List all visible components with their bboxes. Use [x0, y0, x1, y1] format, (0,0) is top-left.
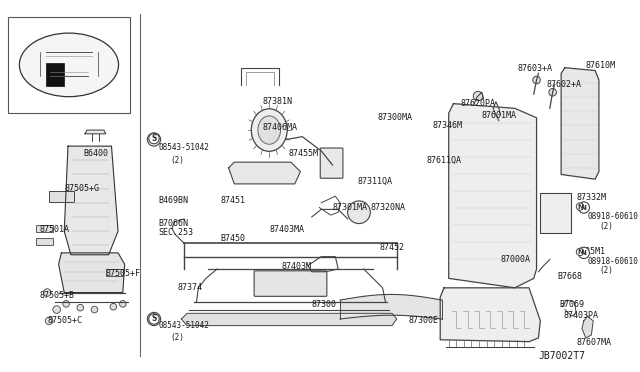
Circle shape: [578, 202, 589, 213]
FancyBboxPatch shape: [320, 148, 343, 178]
Circle shape: [549, 89, 556, 96]
Polygon shape: [181, 313, 397, 326]
Text: 08918-60610: 08918-60610: [588, 257, 639, 266]
FancyBboxPatch shape: [540, 193, 571, 233]
Circle shape: [53, 306, 60, 313]
Text: 87406MA: 87406MA: [262, 122, 298, 132]
Circle shape: [147, 133, 161, 146]
Text: SEC.253: SEC.253: [159, 228, 194, 237]
Circle shape: [147, 312, 161, 326]
Circle shape: [77, 304, 84, 311]
Text: 87611QA: 87611QA: [427, 155, 462, 164]
Text: S: S: [151, 135, 157, 144]
Circle shape: [63, 301, 69, 307]
Text: 87455M: 87455M: [288, 149, 318, 158]
Text: 87300E: 87300E: [408, 316, 438, 325]
Text: B7069: B7069: [559, 300, 584, 309]
Circle shape: [532, 76, 540, 84]
Text: 87505+B: 87505+B: [40, 291, 75, 300]
Text: N: N: [581, 250, 587, 256]
Text: 87332M: 87332M: [576, 193, 606, 202]
Polygon shape: [449, 104, 536, 288]
Text: (2): (2): [600, 266, 614, 275]
Text: B6400: B6400: [83, 149, 108, 158]
Polygon shape: [582, 316, 593, 338]
Polygon shape: [64, 146, 118, 255]
Polygon shape: [59, 253, 125, 292]
Text: 87505+C: 87505+C: [47, 316, 82, 325]
FancyBboxPatch shape: [46, 63, 64, 86]
Text: JB7002T7: JB7002T7: [538, 351, 586, 361]
Text: 87403M: 87403M: [282, 262, 312, 271]
Text: 87403MA: 87403MA: [269, 225, 304, 234]
Ellipse shape: [258, 116, 280, 144]
Text: 87320NA: 87320NA: [371, 203, 405, 212]
Circle shape: [44, 289, 51, 296]
FancyBboxPatch shape: [49, 190, 74, 202]
FancyBboxPatch shape: [8, 17, 131, 113]
Text: (2): (2): [600, 222, 614, 231]
Circle shape: [91, 306, 98, 313]
Text: 87607MA: 87607MA: [576, 338, 611, 347]
Text: B7450: B7450: [220, 234, 245, 243]
Text: 87505+F: 87505+F: [106, 269, 141, 278]
Text: 08918-60610: 08918-60610: [588, 212, 639, 221]
Text: S: S: [151, 314, 157, 324]
Text: (2): (2): [170, 155, 184, 164]
Circle shape: [110, 304, 116, 310]
Polygon shape: [440, 288, 540, 341]
Text: 87300: 87300: [312, 300, 337, 309]
Text: (2): (2): [170, 333, 184, 342]
Text: 87451: 87451: [220, 196, 245, 205]
Text: 87300MA: 87300MA: [378, 113, 413, 122]
Text: 87346M: 87346M: [433, 121, 463, 129]
Ellipse shape: [19, 33, 118, 97]
Circle shape: [45, 317, 53, 325]
Polygon shape: [561, 68, 599, 179]
Text: S: S: [151, 134, 157, 143]
Text: 985M1: 985M1: [581, 247, 606, 256]
FancyBboxPatch shape: [106, 269, 123, 276]
Circle shape: [120, 301, 126, 307]
Text: N: N: [581, 205, 587, 211]
Text: B7668: B7668: [557, 272, 582, 281]
Circle shape: [578, 247, 589, 259]
Polygon shape: [85, 130, 106, 134]
Text: B7066N: B7066N: [159, 219, 189, 228]
Text: 87301MA: 87301MA: [333, 203, 367, 212]
FancyBboxPatch shape: [36, 238, 53, 245]
Text: 87381N: 87381N: [262, 97, 292, 106]
Text: 87501A: 87501A: [40, 225, 70, 234]
FancyBboxPatch shape: [36, 225, 53, 232]
Text: 08543-51042: 08543-51042: [159, 143, 209, 152]
Text: 08543-51042: 08543-51042: [159, 321, 209, 330]
Text: N: N: [577, 249, 583, 255]
Text: 87610M: 87610M: [586, 61, 616, 70]
Text: N: N: [577, 203, 583, 209]
Text: 87403PA: 87403PA: [563, 311, 598, 320]
Text: 87505+G: 87505+G: [64, 184, 99, 193]
Text: 87374: 87374: [177, 283, 203, 292]
Text: B469BN: B469BN: [159, 196, 189, 205]
Text: 87000A: 87000A: [500, 255, 531, 264]
Text: 87603+A: 87603+A: [518, 64, 553, 73]
Text: S: S: [151, 314, 157, 324]
Text: 87452: 87452: [380, 243, 404, 253]
Text: 87602+A: 87602+A: [546, 80, 581, 89]
Circle shape: [348, 201, 371, 224]
Circle shape: [473, 92, 483, 101]
FancyBboxPatch shape: [254, 271, 327, 296]
Text: 87311QA: 87311QA: [357, 177, 392, 186]
Text: 87620PA: 87620PA: [461, 99, 496, 108]
Ellipse shape: [252, 109, 287, 151]
Text: 87601MA: 87601MA: [482, 111, 516, 120]
Polygon shape: [228, 162, 300, 184]
